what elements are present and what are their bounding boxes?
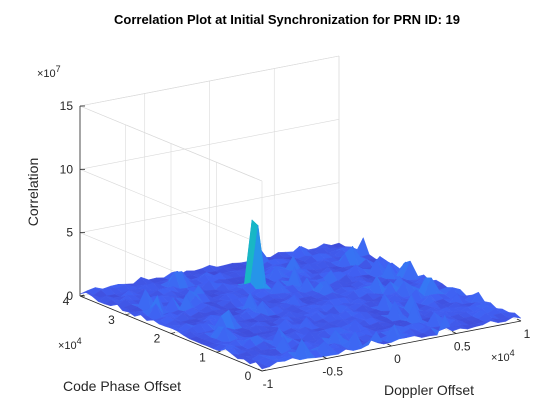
y-tick-mark: [79, 294, 85, 297]
grid-line-z-back: [79, 182, 340, 233]
x-axis-label: Doppler Offset: [384, 382, 474, 398]
x-tick-mark: [257, 368, 263, 372]
y-tick-label: 1: [199, 350, 206, 364]
x-tick-label: 0.5: [454, 340, 471, 354]
grid-line-z-side: [79, 169, 263, 245]
y-tick-label: 0: [245, 369, 252, 383]
y-tick-mark: [170, 332, 176, 334]
z-tick-label: 15: [60, 99, 74, 113]
chart-title: Correlation Plot at Initial Synchronizat…: [114, 12, 460, 27]
x-tick-label: 1: [524, 327, 531, 341]
x-exponent-label: ×104: [491, 348, 515, 364]
z-tick-label: 10: [60, 162, 74, 176]
z-axis-label: Correlation: [25, 158, 41, 226]
box-edge-top-side: [79, 105, 263, 182]
y-tick-label: 3: [108, 313, 115, 327]
y-tick-label: 2: [154, 332, 161, 346]
y-axis-label: Code Phase Offset: [63, 378, 181, 394]
surface-layer: [79, 219, 522, 370]
x-tick-label: -0.5: [322, 365, 343, 379]
x-tick-mark: [452, 331, 457, 334]
z-exponent-label: ×107: [37, 64, 61, 80]
x-tick-mark: [322, 356, 327, 359]
x-tick-mark: [516, 318, 522, 322]
y-tick-mark: [216, 350, 221, 353]
y-tick-label: 4: [63, 294, 70, 308]
x-tick-mark: [387, 343, 392, 347]
surface-patch: [507, 312, 522, 319]
box-edge-top-back: [79, 55, 340, 107]
axis-layer: 0 5 10 15 0 1 2 3 4 -1 -0.5 0 0.5 1: [60, 99, 531, 391]
y-tick-mark: [125, 313, 130, 316]
grid-line-z-back: [79, 119, 340, 170]
x-tick-label: 0: [394, 352, 401, 366]
z-tick-label: 0: [66, 289, 73, 303]
y-exponent-label: ×104: [58, 336, 82, 352]
x-tick-label: -1: [263, 377, 274, 391]
z-tick-label: 5: [66, 226, 73, 240]
